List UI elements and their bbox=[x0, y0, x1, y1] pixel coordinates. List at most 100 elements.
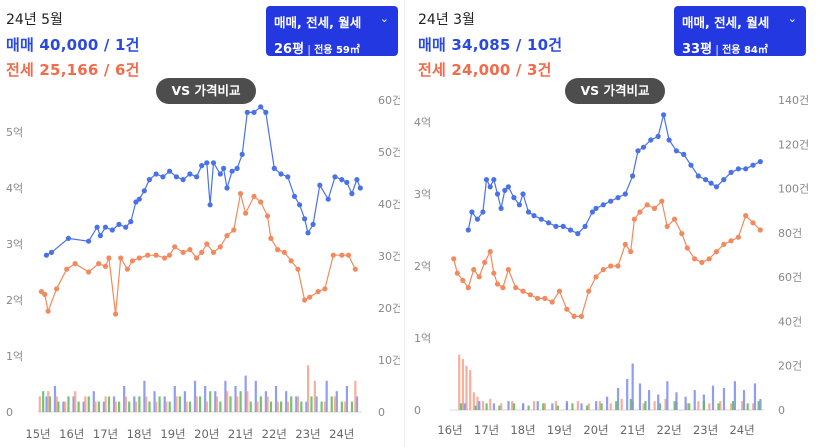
volume-bar bbox=[459, 403, 463, 410]
vs-compare-button[interactable]: VS 가격비교 bbox=[565, 78, 665, 104]
sale-price-point bbox=[560, 223, 566, 229]
volume-bar bbox=[134, 401, 138, 412]
volume-bar bbox=[759, 398, 762, 410]
sale-price-point bbox=[728, 169, 734, 175]
jeonse-price-point bbox=[692, 256, 698, 262]
trade-type-selector[interactable]: 매매, 전세, 월세 ⌄ 33평 | 전용 84㎡ bbox=[674, 6, 806, 57]
jeonse-price-point bbox=[124, 266, 130, 272]
jeonse-price-point bbox=[671, 216, 678, 222]
volume-bar bbox=[653, 401, 656, 410]
trade-type-selector[interactable]: 매매, 전세, 월세 ⌄ 26평 | 전용 59㎡ bbox=[266, 6, 398, 57]
volume-bar bbox=[163, 396, 166, 412]
volume-bar bbox=[554, 401, 558, 410]
sale-price-line bbox=[46, 105, 361, 256]
volume-bar bbox=[214, 391, 217, 412]
volume-bar bbox=[183, 391, 187, 412]
jeonse-price-point bbox=[713, 249, 720, 255]
volume-bar bbox=[175, 396, 178, 412]
volume-bar bbox=[481, 401, 485, 410]
sale-price-point bbox=[167, 168, 173, 174]
volume-bar bbox=[638, 383, 642, 410]
sale-price-point bbox=[600, 202, 606, 208]
y-right-tick-label: 60건 bbox=[778, 271, 802, 284]
volume-bar bbox=[74, 391, 77, 412]
volume-bar bbox=[94, 401, 97, 412]
volume-bar bbox=[300, 401, 303, 412]
volume-bar bbox=[249, 401, 252, 412]
y-left-tick-label: 1억 bbox=[414, 332, 431, 345]
x-tick-label: 22년 bbox=[656, 423, 681, 437]
sale-price-point bbox=[204, 160, 210, 166]
sale-price-point bbox=[465, 227, 471, 233]
volume-bar bbox=[102, 401, 106, 412]
sale-price-point bbox=[648, 137, 654, 143]
volume-bar bbox=[256, 401, 259, 412]
x-tick-label: 19년 bbox=[160, 427, 185, 441]
x-tick-label: 23년 bbox=[295, 427, 320, 441]
volume-bar bbox=[702, 401, 705, 410]
vs-compare-button[interactable]: VS 가격비교 bbox=[156, 78, 256, 104]
sale-price-point bbox=[229, 168, 235, 174]
volume-bar bbox=[350, 401, 354, 412]
area-label: 전용 59㎡ bbox=[314, 45, 360, 56]
sale-price-point bbox=[239, 151, 245, 157]
sale-price-point bbox=[575, 231, 581, 237]
volume-bar bbox=[259, 396, 262, 412]
sale-price-point bbox=[160, 174, 166, 180]
pyeong-label: 26평 bbox=[274, 42, 305, 57]
sale-price-point bbox=[207, 202, 213, 208]
volume-bar bbox=[246, 391, 249, 412]
volume-bar bbox=[489, 398, 492, 410]
volume-bar bbox=[498, 405, 501, 410]
y-right-tick-label: 100건 bbox=[778, 183, 809, 196]
volume-bar bbox=[296, 396, 300, 412]
sale-price-point bbox=[525, 209, 532, 215]
volume-bar bbox=[606, 396, 609, 410]
volume-bar bbox=[697, 401, 700, 410]
sale-price-point bbox=[173, 174, 179, 180]
y-right-tick-label: 50건 bbox=[378, 146, 400, 159]
jeonse-price-point bbox=[487, 249, 493, 255]
sale-price-point bbox=[593, 205, 599, 211]
volume-bar bbox=[626, 379, 629, 410]
jeonse-price-point bbox=[251, 193, 257, 199]
jeonse-price-point bbox=[465, 285, 471, 291]
sale-price-point bbox=[94, 224, 100, 230]
jeonse-price-point bbox=[608, 263, 614, 269]
sale-price-point bbox=[721, 177, 727, 183]
volume-bar bbox=[153, 391, 156, 412]
volume-bar bbox=[476, 396, 479, 410]
jeonse-price-point bbox=[187, 247, 193, 253]
volume-bar bbox=[118, 401, 121, 412]
volume-bar bbox=[62, 401, 65, 412]
jeonse-price-point bbox=[180, 249, 186, 255]
sale-price-point bbox=[708, 180, 714, 186]
jeonse-price-point bbox=[460, 277, 466, 283]
volume-bar bbox=[229, 396, 232, 412]
volume-bar bbox=[585, 405, 589, 410]
sale-price-point bbox=[86, 238, 92, 244]
volume-bar bbox=[320, 401, 323, 412]
sale-price-point bbox=[153, 171, 159, 177]
volume-bar bbox=[465, 365, 468, 410]
jeonse-price-point bbox=[210, 249, 217, 255]
x-tick-label: 19년 bbox=[547, 423, 572, 437]
jeonse-price-point bbox=[275, 247, 281, 253]
volume-bar bbox=[290, 396, 293, 412]
sale-price-point bbox=[128, 219, 134, 225]
volume-bar bbox=[335, 391, 338, 412]
sale-price-point bbox=[43, 252, 50, 258]
x-tick-label: 23년 bbox=[693, 423, 718, 437]
volume-bar bbox=[310, 396, 313, 412]
jeonse-price-point bbox=[631, 216, 637, 222]
volume-bar bbox=[195, 396, 198, 412]
jeonse-price-point bbox=[295, 266, 301, 272]
volume-bar bbox=[500, 403, 503, 410]
sale-price-point bbox=[498, 205, 504, 211]
volume-bar bbox=[666, 381, 669, 410]
sale-price-point bbox=[357, 185, 363, 191]
jeonse-price-point bbox=[549, 299, 555, 305]
volume-bar bbox=[219, 401, 222, 412]
jeonse-price-point bbox=[54, 286, 60, 292]
jeonse-price-point bbox=[615, 263, 621, 269]
